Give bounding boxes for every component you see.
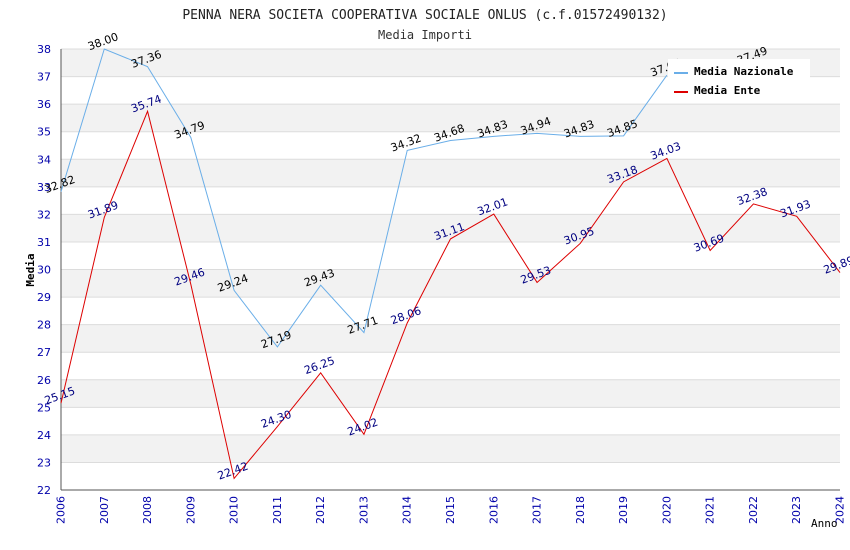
y-tick-label: 31	[37, 236, 51, 249]
plot-band	[61, 214, 840, 242]
y-tick-labels: 22 23 24 25 26 27 28 29 30 31 32 33 34 35 36 37 38	[37, 43, 51, 497]
plot-band	[61, 159, 840, 187]
x-tick-label: 2007	[98, 496, 111, 524]
y-tick-label: 22	[37, 484, 51, 497]
y-tick-label: 24	[37, 429, 51, 442]
legend-label-media-nazionale: Media Nazionale	[694, 65, 794, 78]
y-tick-label: 27	[37, 346, 51, 359]
y-tick-label: 35	[37, 126, 51, 139]
y-tick-label: 33	[37, 181, 51, 194]
data-label: 22.42	[216, 460, 250, 483]
plot-band	[61, 434, 840, 463]
y-tick-label: 26	[37, 374, 51, 387]
y-tick-label: 38	[37, 43, 51, 56]
x-tick-label: 2018	[574, 496, 587, 524]
x-tick-label: 2009	[184, 496, 197, 524]
plot-bands	[61, 49, 840, 463]
plot-band	[61, 379, 840, 408]
y-tick-label: 25	[37, 401, 51, 414]
y-axis-label: Media	[24, 253, 37, 286]
data-label: 34.32	[389, 132, 423, 155]
chart-title: PENNA NERA SOCIETA COOPERATIVA SOCIALE O…	[182, 8, 667, 23]
y-tick-label: 37	[37, 71, 51, 84]
chart-subtitle: Media Importi	[378, 28, 472, 42]
x-tick-label: 2011	[271, 496, 284, 524]
y-tick-label: 29	[37, 291, 51, 304]
series-line-1	[60, 109, 841, 480]
legend-background	[668, 59, 810, 101]
plot-band	[61, 324, 840, 353]
plot-band	[61, 104, 840, 132]
data-label: 28.06	[389, 304, 423, 327]
x-tick-label: 2012	[314, 496, 327, 524]
x-tick-label: 2015	[444, 496, 457, 524]
x-tick-label: 2014	[401, 496, 414, 524]
series-lines	[60, 48, 841, 480]
y-tick-label: 28	[37, 319, 51, 332]
y-tick-label: 36	[37, 98, 51, 111]
data-label: 32.82	[43, 173, 77, 196]
x-tick-label: 2010	[228, 496, 241, 524]
x-axis-label: Anno	[811, 517, 838, 530]
x-tick-label: 2013	[357, 496, 370, 524]
y-tick-label: 34	[37, 153, 51, 166]
x-tick-label: 2022	[747, 496, 760, 524]
y-tick-label: 30	[37, 264, 51, 277]
x-tick-label: 2008	[141, 496, 154, 524]
x-tick-label: 2023	[790, 496, 803, 524]
legend: Media Nazionale Media Ente	[668, 59, 810, 101]
y-tick-label: 32	[37, 208, 51, 221]
axes	[60, 49, 840, 491]
x-tick-label: 2024	[834, 496, 847, 524]
x-tick-label: 2020	[660, 496, 673, 524]
x-tick-label: 2006	[55, 496, 68, 524]
x-tick-label: 2021	[704, 496, 717, 524]
x-tick-label: 2017	[531, 496, 544, 524]
legend-label-media-ente: Media Ente	[694, 84, 761, 97]
x-tick-label: 2016	[487, 496, 500, 524]
x-tick-label: 2019	[617, 496, 630, 524]
x-tick-labels: 2006 2007 2008 2009 2010 2011 2012 2013 2014 2015…	[55, 496, 847, 524]
series-line-0	[60, 48, 668, 348]
y-tick-label: 23	[37, 456, 51, 469]
